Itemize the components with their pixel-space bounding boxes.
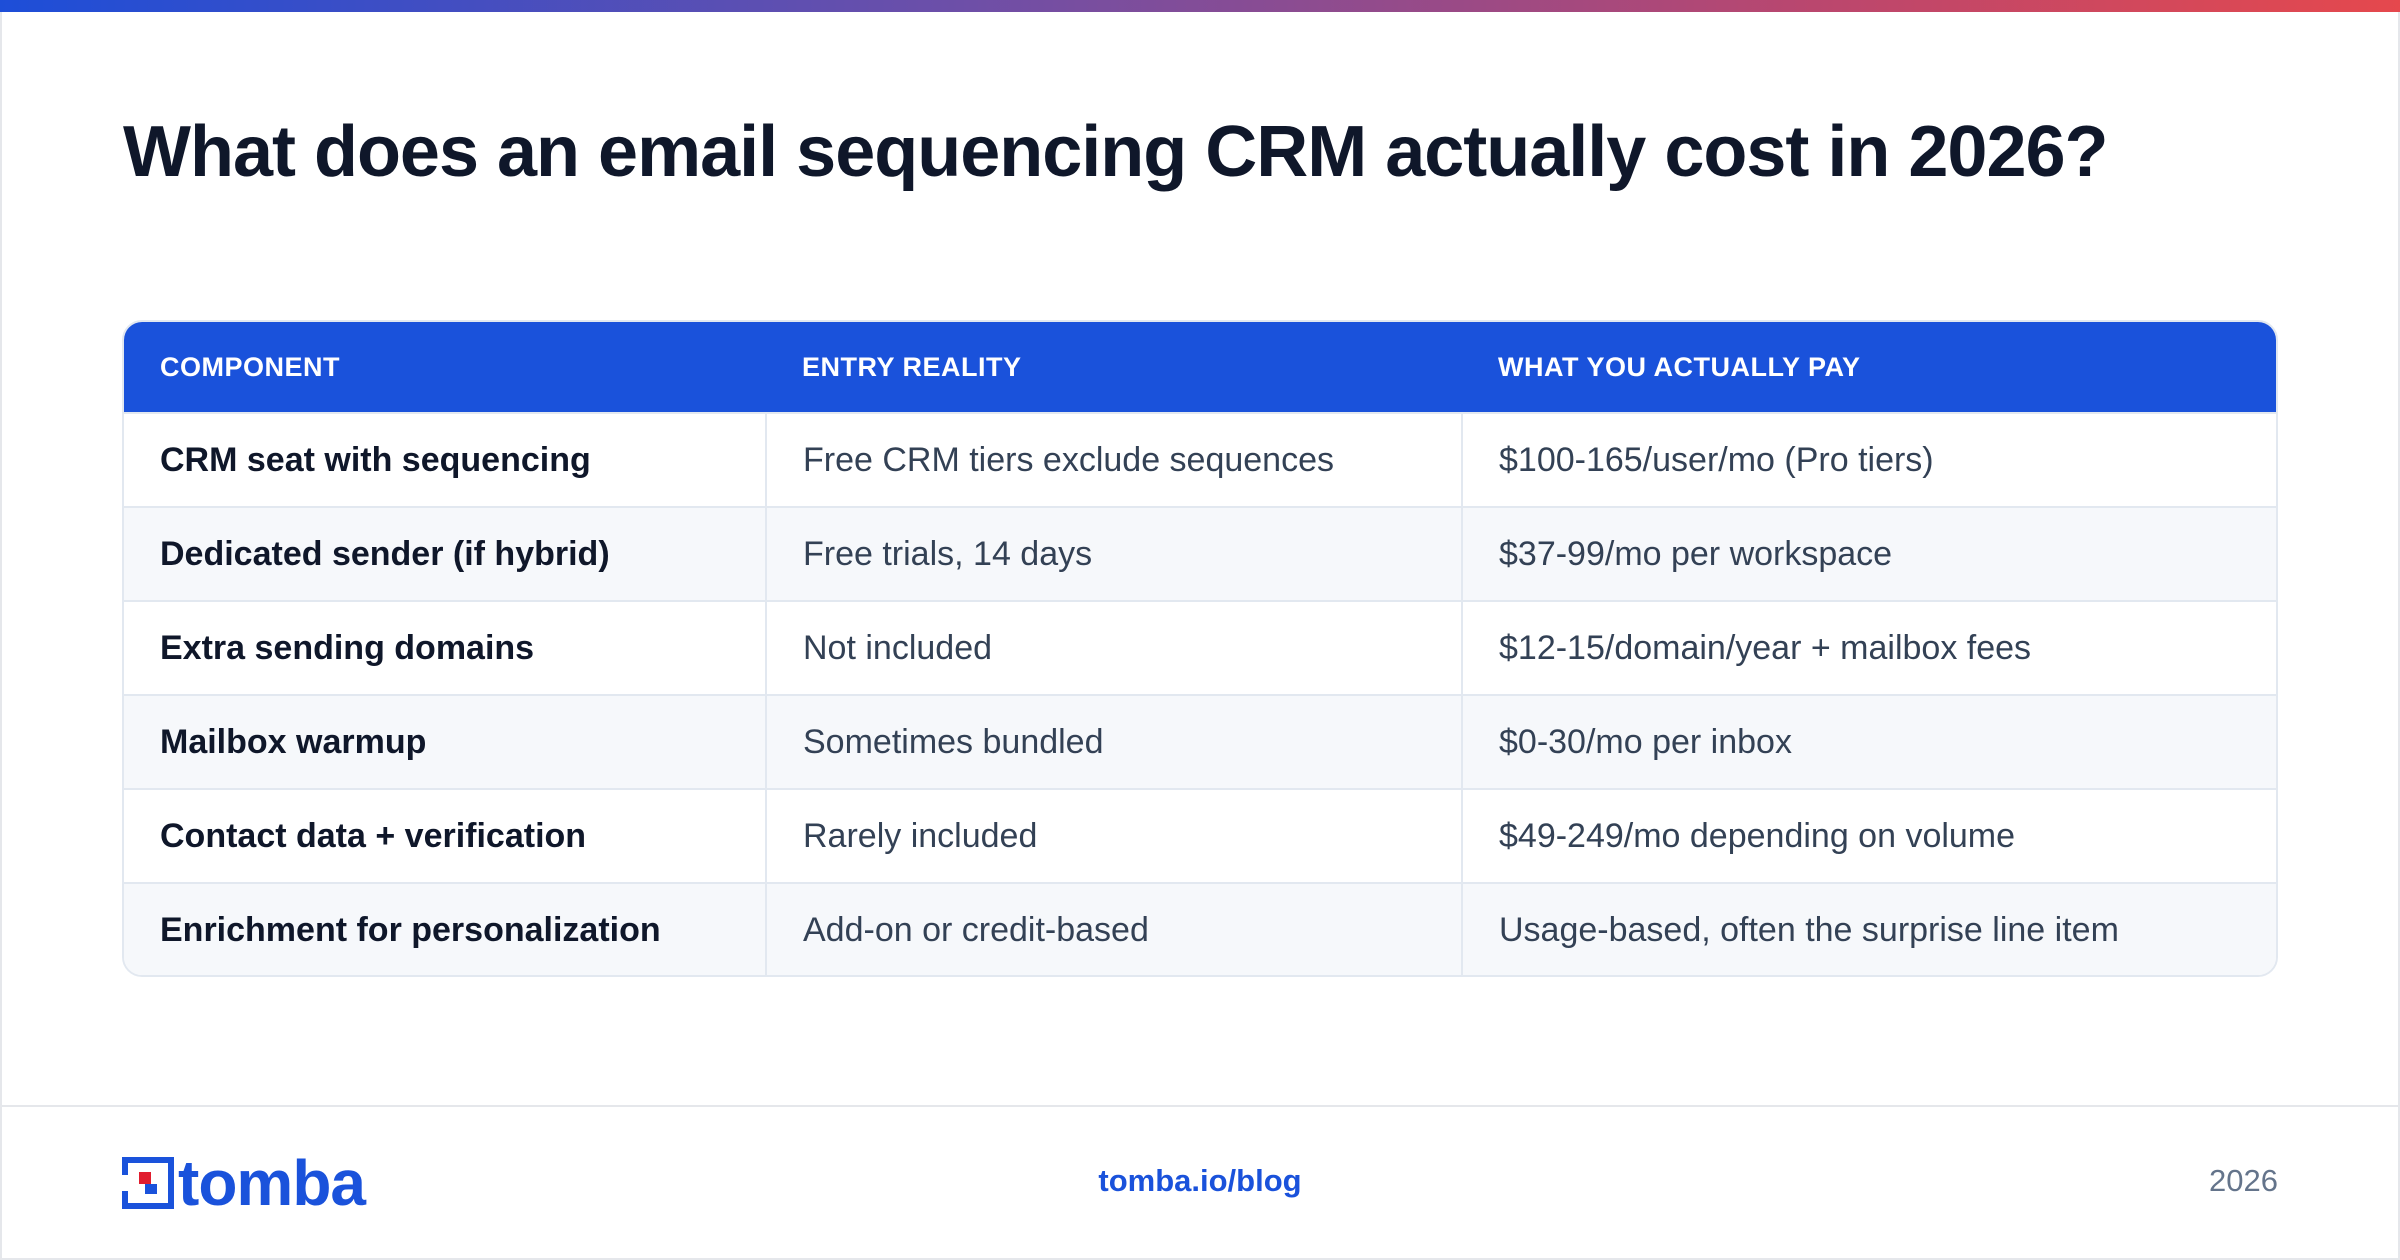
table-row: Mailbox warmup Sometimes bundled $0-30/m…: [124, 694, 2276, 789]
footer-divider: [0, 1105, 2400, 1107]
tomba-logo[interactable]: tomba: [122, 1147, 366, 1219]
entry-reality-cell: Free CRM tiers exclude sequences: [765, 412, 1462, 507]
entry-reality-cell: Sometimes bundled: [765, 694, 1462, 789]
entry-reality-cell: Free trials, 14 days: [765, 506, 1462, 601]
actual-cost-cell: $37-99/mo per workspace: [1461, 506, 2276, 601]
table-row: Extra sending domains Not included $12-1…: [124, 600, 2276, 695]
table-row: Enrichment for personalization Add-on or…: [124, 882, 2276, 975]
table-row: CRM seat with sequencing Free CRM tiers …: [124, 412, 2276, 507]
top-gradient-bar: [0, 0, 2400, 12]
actual-cost-cell: $100-165/user/mo (Pro tiers): [1461, 412, 2276, 507]
column-header-entry-reality: ENTRY REALITY: [802, 351, 1022, 382]
component-cell: Contact data + verification: [124, 788, 766, 883]
tomba-logo-icon: [122, 1157, 174, 1209]
component-cell: CRM seat with sequencing: [124, 412, 766, 507]
blog-link[interactable]: tomba.io/blog: [1098, 1163, 1302, 1198]
table-row: Dedicated sender (if hybrid) Free trials…: [124, 506, 2276, 601]
component-cell: Mailbox warmup: [124, 694, 766, 789]
actual-cost-cell: $0-30/mo per inbox: [1461, 694, 2276, 789]
entry-reality-cell: Rarely included: [765, 788, 1462, 883]
component-cell: Extra sending domains: [124, 600, 766, 695]
component-cell: Dedicated sender (if hybrid): [124, 506, 766, 601]
actual-cost-cell: Usage-based, often the surprise line ite…: [1461, 882, 2276, 975]
page-title: What does an email sequencing CRM actual…: [123, 112, 2109, 192]
entry-reality-cell: Add-on or credit-based: [765, 882, 1462, 975]
actual-cost-cell: $49-249/mo depending on volume: [1461, 788, 2276, 883]
table-header-row: COMPONENT ENTRY REALITY WHAT YOU ACTUALL…: [124, 322, 2276, 413]
footer-year: 2026: [2209, 1163, 2278, 1198]
cost-table: COMPONENT ENTRY REALITY WHAT YOU ACTUALL…: [122, 320, 2278, 977]
column-header-what-you-pay: WHAT YOU ACTUALLY PAY: [1498, 351, 1861, 382]
logo-wordmark: tomba: [178, 1147, 366, 1219]
column-header-component: COMPONENT: [160, 351, 340, 382]
component-cell: Enrichment for personalization: [124, 882, 766, 975]
actual-cost-cell: $12-15/domain/year + mailbox fees: [1461, 600, 2276, 695]
table-row: Contact data + verification Rarely inclu…: [124, 788, 2276, 883]
entry-reality-cell: Not included: [765, 600, 1462, 695]
